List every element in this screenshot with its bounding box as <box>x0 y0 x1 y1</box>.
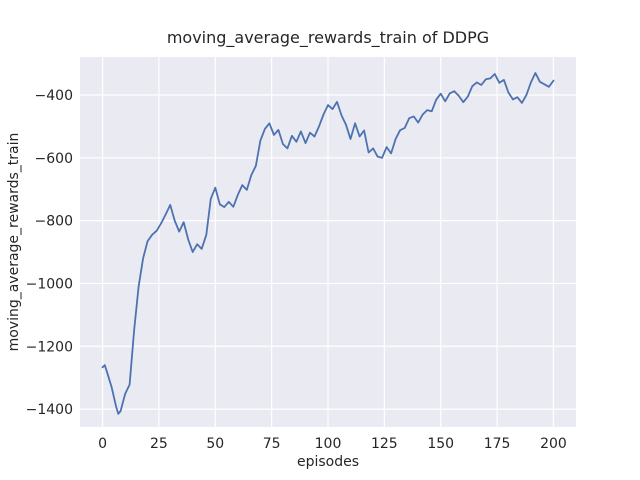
x-tick-label: 50 <box>206 436 224 452</box>
x-tick-label: 75 <box>263 436 281 452</box>
x-tick-label: 125 <box>371 436 398 452</box>
y-tick-label: −400 <box>35 88 73 104</box>
x-tick-label: 0 <box>98 436 107 452</box>
x-tick-label: 175 <box>484 436 511 452</box>
x-tick-label: 150 <box>427 436 454 452</box>
x-tick-label: 25 <box>150 436 168 452</box>
x-tick-label: 100 <box>315 436 342 452</box>
x-tick-label: 200 <box>540 436 567 452</box>
y-axis-label: moving_average_rewards_train <box>6 132 22 352</box>
data-line-moving_average_rewards_train <box>101 72 555 415</box>
y-tick-label: −800 <box>35 214 73 230</box>
y-tick-label: −1000 <box>26 276 73 292</box>
y-tick-label: −600 <box>35 151 73 167</box>
chart-title: moving_average_rewards_train of DDPG <box>166 28 490 47</box>
y-tick-label: −1400 <box>26 402 73 418</box>
y-tick-label: −1200 <box>26 339 73 355</box>
x-axis-label: episodes <box>296 454 360 470</box>
